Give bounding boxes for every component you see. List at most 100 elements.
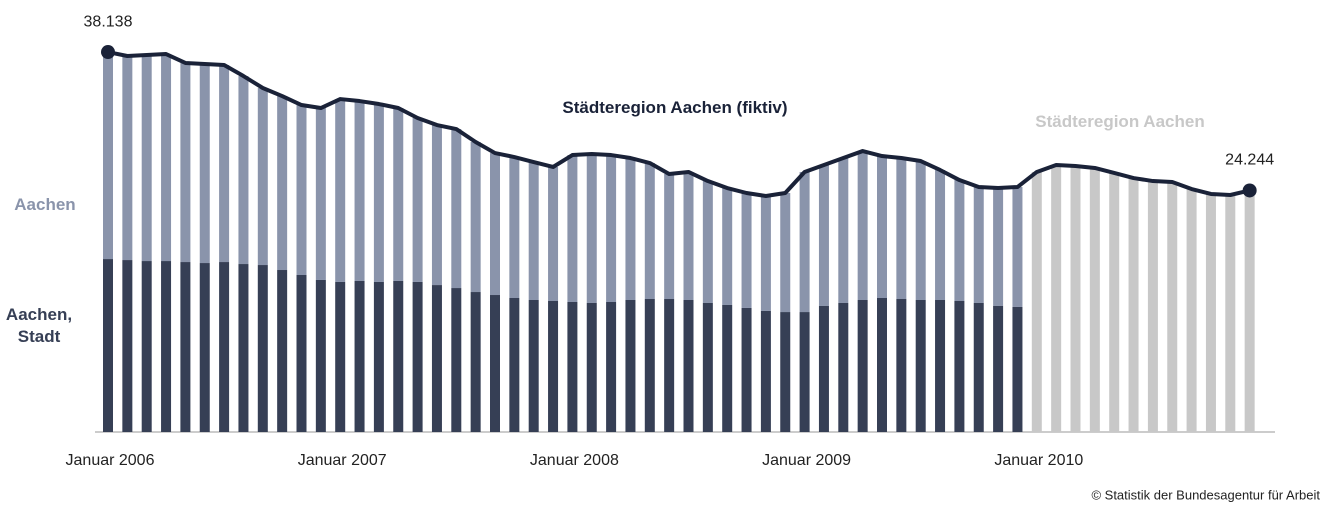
bar [896, 299, 907, 432]
bar [393, 108, 404, 281]
bar [470, 141, 481, 293]
bar [528, 162, 539, 300]
bar [567, 155, 578, 302]
bar [741, 192, 752, 308]
x-tick-label: Januar 2006 [66, 452, 155, 469]
bar [257, 265, 268, 432]
bar [1167, 182, 1178, 432]
bar [606, 155, 617, 302]
bar [993, 188, 1004, 306]
bar [219, 262, 230, 432]
bar [818, 165, 829, 306]
bar [451, 288, 462, 432]
bar [199, 263, 210, 432]
bar [644, 163, 655, 300]
bar [780, 312, 791, 432]
bar [760, 310, 771, 432]
bar [954, 300, 965, 432]
bar [548, 300, 559, 432]
x-tick-label: Januar 2008 [530, 452, 619, 469]
bar [625, 158, 636, 300]
bar [238, 264, 249, 432]
bar [1089, 167, 1100, 432]
legend-label: Aachen, Stadt [5, 305, 73, 346]
value-label: 38.138 [84, 13, 133, 30]
bar [954, 180, 965, 301]
bar [567, 301, 578, 432]
bar [122, 56, 133, 261]
bar [1244, 190, 1255, 432]
source: © Statistik der Bundesagentur für Arbeit [1091, 487, 1320, 502]
bar [393, 280, 404, 432]
bar [354, 101, 365, 281]
bar [315, 108, 326, 280]
bar [760, 195, 771, 311]
bar [161, 54, 172, 262]
bar [257, 87, 268, 266]
bar [490, 295, 500, 432]
bar [528, 299, 539, 432]
bar [915, 299, 926, 432]
bar [935, 169, 946, 300]
bar [664, 299, 675, 432]
bar [1031, 171, 1042, 432]
bar [838, 158, 849, 303]
x-tick-label: Januar 2007 [298, 452, 387, 469]
bar [877, 298, 887, 432]
bar [296, 105, 307, 275]
bar [180, 262, 191, 432]
bar [973, 187, 984, 303]
bar [412, 117, 423, 282]
bar [548, 166, 559, 301]
bar [1109, 172, 1120, 432]
bar [315, 279, 326, 432]
bar [490, 153, 500, 296]
bar [625, 299, 636, 432]
bar [373, 281, 384, 432]
bar [722, 188, 733, 305]
bar [915, 161, 926, 300]
bar [412, 281, 423, 432]
bar [431, 285, 442, 432]
bar [161, 261, 172, 432]
legend-label: Städteregion Aachen [1035, 112, 1205, 131]
bar [780, 192, 791, 313]
bar [818, 305, 829, 432]
bar [373, 104, 384, 282]
bar [199, 63, 210, 264]
legend-label: Städteregion Aachen (fiktiv) [562, 98, 788, 117]
end-dot [101, 45, 115, 60]
bar [1012, 187, 1023, 307]
bar [509, 298, 520, 432]
bar [509, 157, 520, 299]
end-dot [1242, 183, 1257, 198]
bar [586, 154, 597, 303]
bar [431, 125, 442, 286]
bar [838, 302, 849, 432]
bar [122, 260, 133, 432]
bar [1186, 189, 1197, 432]
bar [857, 299, 868, 432]
bar [1225, 194, 1236, 432]
bar [799, 312, 810, 432]
bar [1147, 181, 1158, 432]
bar [1070, 166, 1081, 432]
bar [683, 171, 694, 300]
bar [644, 299, 655, 432]
bar [1012, 306, 1023, 432]
x-tick-label: Januar 2009 [762, 452, 851, 469]
bar [1051, 165, 1062, 432]
line [107, 50, 1251, 198]
bar [277, 270, 288, 432]
bar [683, 299, 694, 432]
value-label: 24.244 [1225, 152, 1274, 169]
bar [141, 55, 152, 262]
bar [141, 261, 152, 432]
bar [470, 292, 481, 432]
bar [664, 173, 675, 300]
bar [354, 280, 365, 432]
bar [702, 302, 713, 432]
bar [103, 259, 113, 432]
bar [586, 302, 597, 432]
